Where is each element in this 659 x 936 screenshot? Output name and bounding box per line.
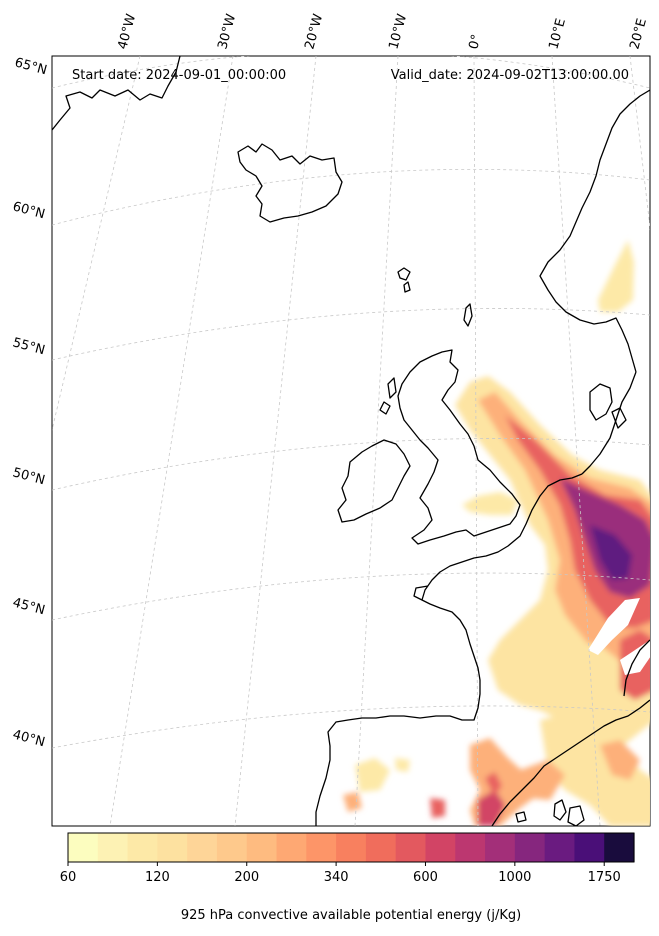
lon-line-10e [551,56,601,826]
colorbar: 60 120 200 340 600 1000 1750 925 hPa convectiv… [60,832,635,923]
colorbar-swatch [187,833,218,862]
colorbar-tick-label: 1000 [498,870,531,885]
coast-ireland [337,439,411,523]
lat-line-65 [52,56,650,89]
colorbar-swatch [306,833,337,862]
colorbar-tick-label: 60 [60,870,77,885]
coast-corsica [553,799,567,821]
colorbar-swatch [514,833,546,862]
lat-label-40n: 40°N [11,727,47,750]
cape-patch-scandinavia [598,240,634,312]
colorbar-swatch [425,833,456,862]
colorbar-ticks: 60 120 200 340 600 1000 1750 [60,862,621,885]
coast-faroe [397,267,411,293]
colorbar-tick-label: 600 [413,870,438,885]
cape-patch-balearic [520,760,565,800]
cape-gap-alps [588,598,640,655]
colorbar-swatch [455,833,486,862]
colorbar-swatch [365,833,397,862]
colorbar-swatch [246,833,278,862]
cape-patch-england [462,492,518,515]
lon-label-20w: 20°W [302,12,326,51]
coast-sardinia [567,805,585,826]
cape-patch-mediterranean [540,712,650,826]
start-date-label: Start date: 2024-09-01_00:00:00 [72,68,286,83]
valid-date-label: Valid_date: 2024-09-02T13:00:00.00 [391,68,629,83]
coast-denmark [589,383,627,429]
coast-italy [623,639,650,697]
lat-label-60n: 60°N [11,199,47,222]
colorbar-tick-label: 120 [145,870,170,885]
colorbar-swatch [157,833,188,862]
cape-patch-france [525,640,625,718]
coast-mediterranean [491,699,650,826]
lat-label-55n: 55°N [11,335,47,358]
coast-hebrides [379,377,397,415]
lat-label-50n: 50°N [11,465,47,488]
lat-line-40 [52,705,650,749]
colorbar-swatches [68,833,635,862]
lat-label-65n: 65°N [13,55,49,78]
lon-label-10w: 10°W [386,12,410,51]
lon-label-10e: 10°E [546,17,569,51]
cape-patch-iberia-1 [355,758,390,792]
coast-sweden [581,371,637,475]
colorbar-swatch [395,833,427,862]
colorbar-swatch [485,833,516,862]
coast-scotland [397,349,521,545]
colorbar-tick-label: 200 [234,870,259,885]
coast-iceland [237,143,343,223]
cape-patch-iberia-3 [395,758,410,772]
cape-patch-spain-coast [485,772,502,796]
colorbar-swatch [216,833,248,862]
coast-norway [539,89,650,373]
colorbar-swatch [336,833,367,862]
coastlines [52,56,650,826]
colorbar-title: 925 hPa convective available potential e… [181,908,521,923]
colorbar-swatch [97,833,129,862]
colorbar-frame [67,832,635,863]
colorbar-swatch [604,833,635,862]
lat-line-45 [52,572,650,621]
lon-label-30w: 30°W [215,12,239,51]
coast-greenland [52,56,181,131]
lon-label-0: 0° [466,33,484,51]
lat-line-55 [52,308,650,361]
coast-balearic [515,811,527,823]
colorbar-swatch [544,833,576,862]
lon-line-40w [52,56,141,431]
lon-label-20e: 20°E [627,17,650,51]
lat-line-50 [52,438,650,491]
colorbar-swatch [127,833,158,862]
colorbar-swatch [276,833,307,862]
cape-core-peak [590,525,632,580]
lon-line-10w [354,56,399,826]
cape-patch-iberia-2 [343,792,362,812]
lon-line-0 [473,56,479,826]
graticule [52,56,650,826]
lat-label-45n: 45°N [11,595,47,618]
colorbar-swatch [68,833,99,862]
latitude-labels: 65°N 60°N 55°N 50°N 45°N 40°N [11,55,49,750]
colorbar-tick-label: 340 [324,870,349,885]
coast-continent [315,473,583,826]
lon-line-30w [109,56,234,826]
lat-line-60 [52,168,650,226]
cape-field [343,240,650,826]
cape-patch-iberia-4 [430,798,445,818]
colorbar-tick-label: 1750 [588,870,621,885]
cape-patch-italy [600,740,640,780]
colorbar-swatch [574,833,605,862]
lon-label-40w: 40°W [115,12,139,51]
longitude-labels: 40°W 30°W 20°W 10°W 0° 10°E 20°E [115,12,650,51]
coast-shetland [463,303,473,327]
coast-brittany [413,585,429,601]
